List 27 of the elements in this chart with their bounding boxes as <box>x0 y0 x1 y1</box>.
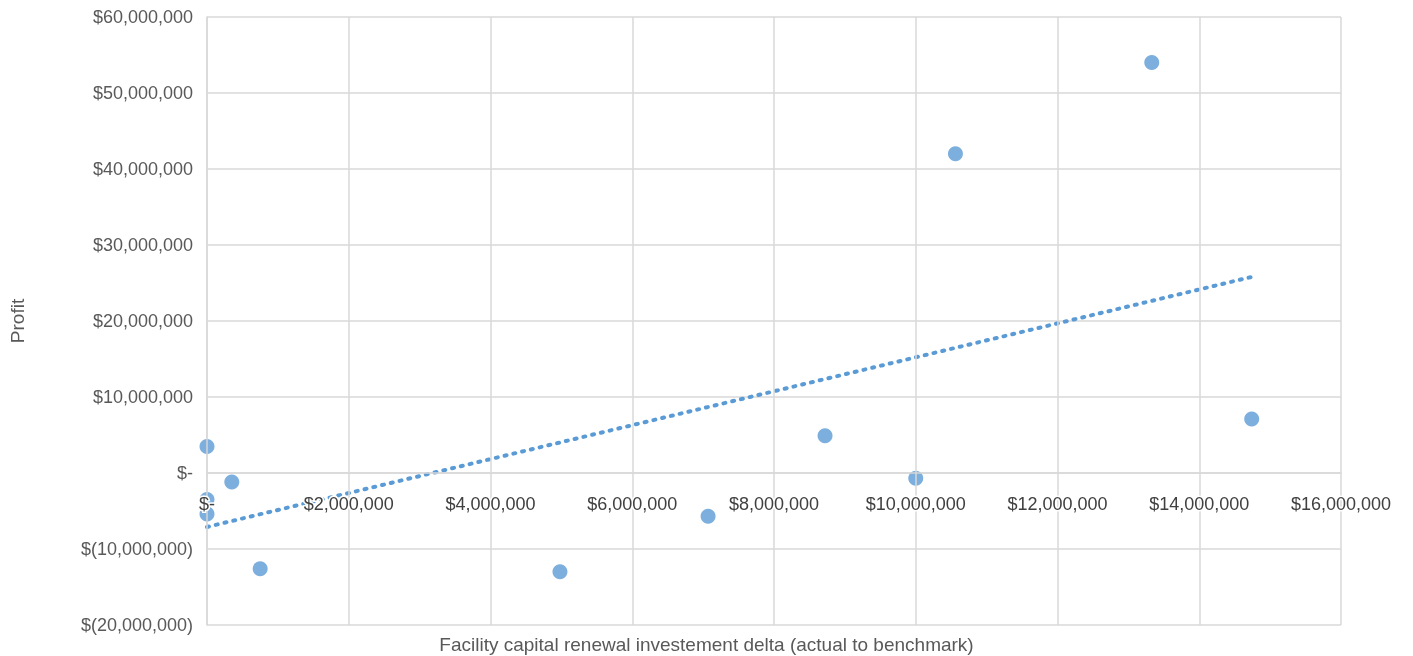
y-tick-label: $60,000,000 <box>92 7 193 27</box>
x-tick-label: $10,000,000 <box>865 494 966 514</box>
point <box>1144 55 1160 71</box>
x-axis-title: Facility capital renewal investement delta (actual to benchmark) <box>439 634 974 655</box>
x-tick-label: $6,000,000 <box>587 494 678 514</box>
x-tick-label: $14,000,000 <box>1149 494 1250 514</box>
y-tick-label: $20,000,000 <box>92 311 193 331</box>
point <box>552 564 568 580</box>
x-tick-label: $4,000,000 <box>445 494 536 514</box>
y-tick-label: $(20,000,000) <box>80 615 193 635</box>
x-tick-label: $16,000,000 <box>1290 494 1392 514</box>
y-tick-label: $40,000,000 <box>92 159 193 179</box>
y-tick-label: $30,000,000 <box>92 235 193 255</box>
point <box>224 474 240 490</box>
point <box>817 428 833 444</box>
y-axis-title: Profit <box>7 298 28 344</box>
point <box>1244 411 1260 427</box>
y-tick-label: $10,000,000 <box>92 387 193 407</box>
y-tick-label: $50,000,000 <box>92 83 193 103</box>
x-tick-label: $12,000,000 <box>1007 494 1108 514</box>
x-tick-label: $8,000,000 <box>728 494 820 514</box>
x-tick-label: $2,000,000 <box>303 494 394 514</box>
y-tick-label: $- <box>176 463 193 483</box>
y-tick-label: $(10,000,000) <box>80 539 193 559</box>
point <box>252 561 268 577</box>
point <box>947 146 963 162</box>
point <box>700 508 716 524</box>
